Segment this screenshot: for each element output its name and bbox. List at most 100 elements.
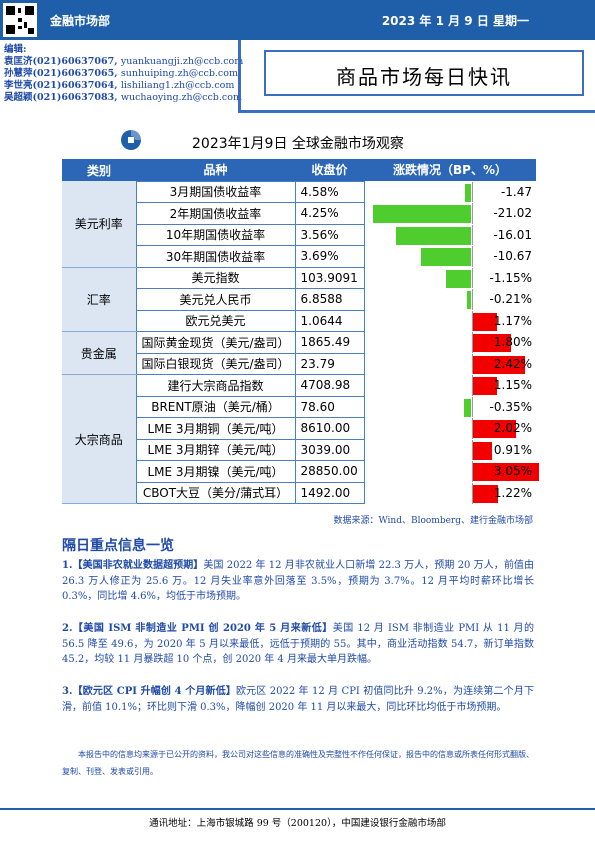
zero-axis-line — [471, 332, 473, 353]
disclaimer: 本报告中的信息均来源于已公开的资料，我公司对这些信息的准确性及完整性不作任何保证… — [62, 750, 534, 776]
close-cell: 4.58% — [294, 180, 365, 203]
divider-horizontal — [238, 110, 595, 113]
change-cell: 0.91% — [364, 438, 536, 461]
item-cell: 国际白银现货（美元/盎司） — [135, 352, 296, 375]
news-body: 美国 12 月 ISM 非制造业 PMI 从 11 月的 56.5 降至 49.… — [62, 623, 534, 665]
change-label: -1.47 — [500, 184, 532, 199]
change-label: 3.05% — [493, 464, 532, 478]
zero-axis-line — [471, 224, 473, 245]
close-cell: 103.9091 — [294, 266, 365, 289]
market-table: 类别 品种 收盘价 涨跌情况（BP、%） 美元利率 3月期国债收益率 4.58% -1… — [62, 159, 539, 504]
zero-axis-line — [471, 267, 473, 288]
editor-row: 袁匡济(021)60637067, yuankuangji.zh@ccb.com — [4, 56, 244, 67]
change-label: 1.15% — [493, 378, 532, 392]
zero-axis-line — [471, 439, 473, 460]
news-headline: 1.【美国非农就业数据超预期】 — [62, 560, 204, 571]
item-cell: 国际黄金现货（美元/盎司） — [135, 331, 296, 354]
close-cell: 4.25% — [294, 202, 365, 225]
change-cell: 1.15% — [364, 374, 536, 396]
negative-change-bar — [466, 291, 472, 309]
news-headline: 3.【欧元区 CPI 升幅创 4 个月新低】 — [62, 686, 236, 697]
header-bar: 金融市场部 2023 年 1 月 9 日 星期一 — [0, 0, 595, 40]
negative-change-bar — [421, 248, 472, 266]
item-cell: LME 3月期铜（美元/吨） — [135, 417, 296, 440]
close-cell: 4708.98 — [294, 374, 365, 397]
editors-block: 编辑: 袁匡济(021)60637067, yuankuangji.zh@ccb… — [4, 44, 243, 104]
zero-axis-line — [471, 289, 473, 310]
ccb-logo-icon — [121, 130, 141, 150]
editor-email[interactable]: lishiliang1.zh@ccb.com — [120, 80, 235, 91]
editor-email[interactable]: yuankuangji.zh@ccb.com — [120, 56, 244, 67]
editor-email[interactable]: sunhuiping.zh@ccb.com — [120, 68, 238, 79]
news-item: 3.【欧元区 CPI 升幅创 4 个月新低】欧元区 2022 年 12 月 CP… — [62, 684, 534, 715]
table-row: 2年期国债收益率 4.25% -21.02 — [62, 202, 536, 225]
close-cell: 1865.49 — [294, 331, 365, 354]
change-cell: 1.17% — [364, 309, 536, 332]
department-name: 金融市场部 — [50, 14, 111, 28]
change-label: -0.35% — [489, 399, 532, 414]
close-cell: 1492.00 — [294, 481, 365, 504]
item-cell: 美元兑人民币 — [135, 288, 296, 311]
table-row: BRENT原油（美元/桶） 78.60 -0.35% — [62, 395, 536, 418]
positive-change-bar — [471, 355, 525, 374]
change-cell: 3.05% — [364, 460, 539, 482]
zero-axis-line — [471, 310, 473, 331]
editors-label: 编辑: — [4, 44, 27, 55]
change-label: 2.02% — [493, 421, 532, 435]
negative-change-bar — [463, 398, 472, 417]
item-cell: 美元指数 — [135, 266, 296, 289]
zero-axis-line — [471, 203, 473, 224]
table-row: 汇率 美元指数 103.9091 -1.15% — [62, 266, 536, 332]
item-cell: 建行大宗商品指数 — [135, 374, 296, 397]
close-cell: 3.56% — [294, 223, 365, 246]
change-cell: -1.47 — [364, 180, 536, 203]
category-cell: 美元利率 — [62, 181, 136, 268]
negative-change-bar — [446, 269, 472, 288]
positive-change-bar — [471, 377, 497, 395]
table-header-row: 类别 品种 收盘价 涨跌情况（BP、%） — [62, 159, 536, 181]
category-cell: 贵金属 — [62, 331, 136, 375]
editor-email[interactable]: wuchaoying.zh@ccb.com — [120, 92, 242, 103]
table-title: 2023年1月9日 全球金融市场观察 — [192, 136, 404, 152]
change-cell: -21.02 — [364, 202, 536, 224]
change-label: 1.80% — [493, 335, 532, 349]
data-source: 数据来源：Wind、Bloomberg、建行金融市场部 — [333, 516, 533, 526]
close-cell: 8610.00 — [294, 417, 365, 440]
change-cell: 1.80% — [364, 331, 536, 353]
report-title-box: 商品市场每日快讯 — [264, 50, 584, 96]
table-row: LME 3月期铜（美元/吨） 8610.00 2.02% — [62, 417, 536, 440]
positive-change-bar — [471, 463, 539, 481]
table-body: 美元利率 3月期国债收益率 4.58% -1.47 2年期国债收益率 4.25% -21.0… — [62, 180, 539, 504]
close-cell: 1.0644 — [294, 309, 365, 332]
close-cell: 3039.00 — [294, 438, 365, 461]
item-cell: LME 3月期镍（美元/吨） — [135, 460, 296, 483]
positive-change-bar — [471, 312, 498, 331]
positive-change-bar — [471, 334, 512, 352]
col-header-category: 类别 — [62, 159, 136, 181]
editor-row: 李世亮(021)60637064, lishiliang1.zh@ccb.com — [4, 80, 235, 91]
footer-address: 通讯地址：上海市银城路 99 号（200120），中国建设银行金融市场部 — [149, 818, 446, 829]
change-label: -1.15% — [489, 270, 532, 285]
zero-axis-line — [471, 246, 473, 267]
zero-axis-line — [471, 353, 473, 374]
news-headline: 2.【美国 ISM 非制造业 PMI 创 2020 年 5 月来新低】 — [62, 623, 333, 634]
change-label: -10.67 — [493, 249, 532, 263]
table-row: 贵金属 国际黄金现货（美元/盎司） 1865.49 1.80% — [62, 331, 536, 375]
table-row: 国际白银现货（美元/盎司） 23.79 2.42% — [62, 352, 536, 375]
item-cell: 欧元兑美元 — [135, 309, 296, 332]
qr-code-icon[interactable] — [3, 3, 37, 37]
divider-vertical — [238, 40, 241, 112]
positive-change-bar — [471, 441, 492, 460]
negative-change-bar — [396, 226, 472, 245]
table-row: LME 3月期镍（美元/吨） 28850.00 3.05% — [62, 460, 539, 483]
change-label: 1.22% — [493, 485, 532, 500]
change-cell: -0.21% — [364, 288, 536, 310]
col-header-close: 收盘价 — [295, 159, 364, 181]
zero-axis-line — [471, 418, 473, 439]
table-row: 大宗商品 建行大宗商品指数 4708.98 1.15% — [62, 374, 536, 504]
item-cell: 2年期国债收益率 — [135, 202, 296, 225]
report-date: 2023 年 1 月 9 日 星期一 — [381, 14, 529, 28]
change-label: -16.01 — [493, 227, 532, 242]
change-label: 1.17% — [493, 313, 532, 328]
close-cell: 3.69% — [294, 245, 365, 268]
